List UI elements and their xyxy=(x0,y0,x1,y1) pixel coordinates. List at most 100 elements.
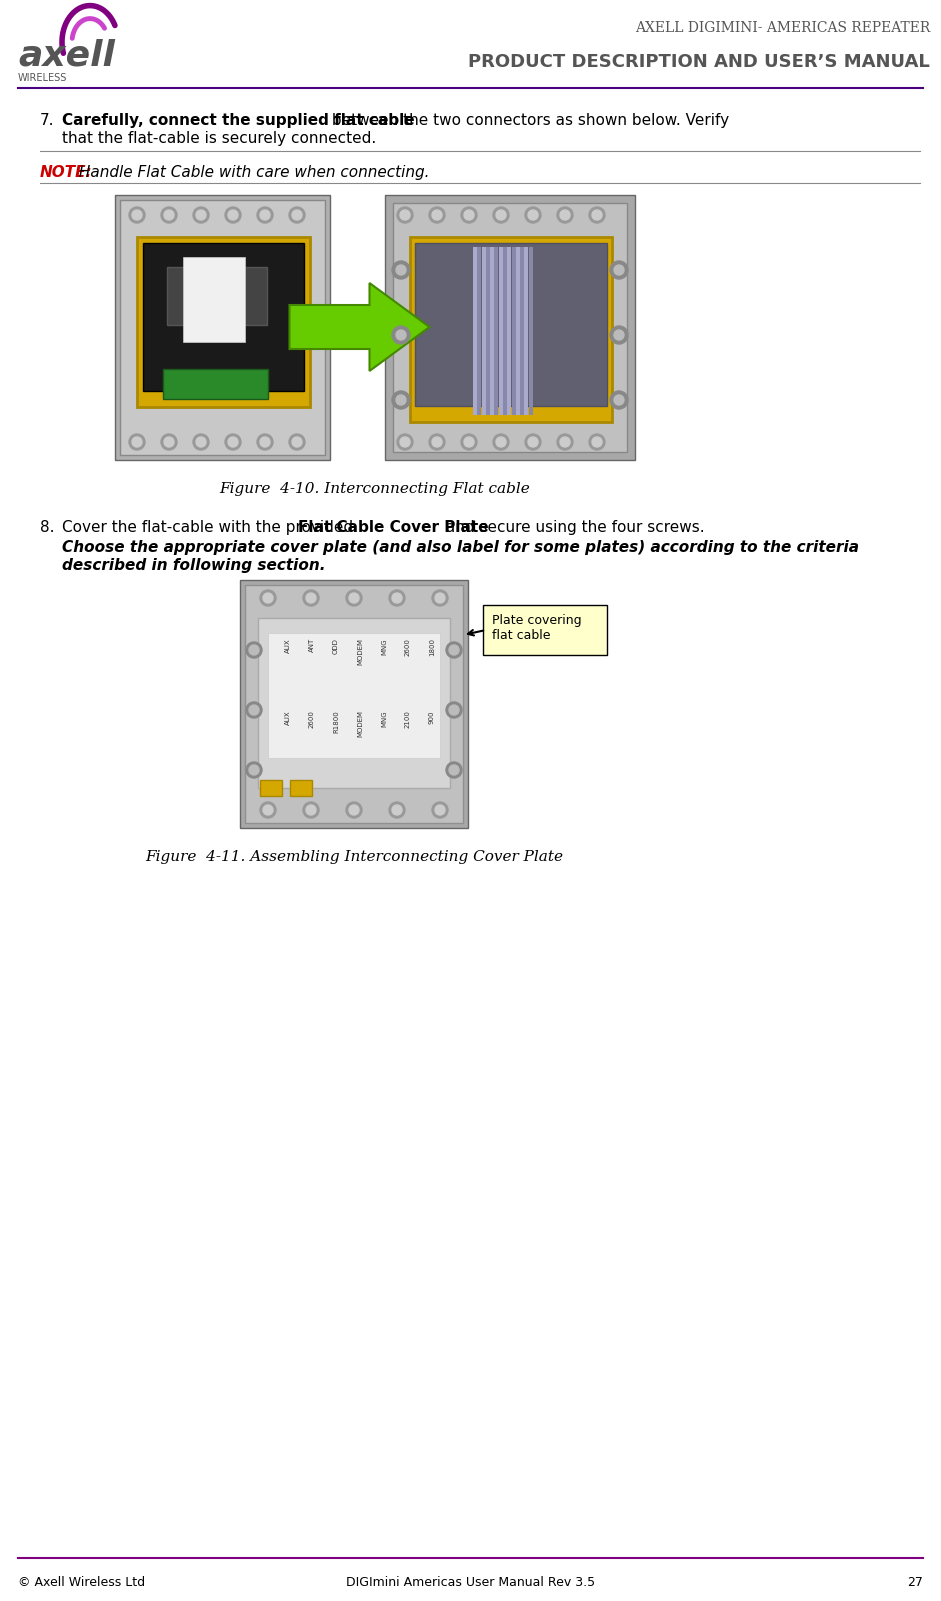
Text: Carefully, connect the supplied flat cable: Carefully, connect the supplied flat cab… xyxy=(62,114,415,128)
Text: between the two connectors as shown below. Verify: between the two connectors as shown belo… xyxy=(327,114,728,128)
Circle shape xyxy=(228,210,238,219)
FancyBboxPatch shape xyxy=(163,368,268,399)
FancyBboxPatch shape xyxy=(385,195,635,459)
FancyBboxPatch shape xyxy=(410,237,612,423)
FancyBboxPatch shape xyxy=(258,618,450,788)
Circle shape xyxy=(435,805,445,815)
Circle shape xyxy=(246,762,262,778)
Circle shape xyxy=(592,437,602,447)
Circle shape xyxy=(346,802,362,818)
FancyBboxPatch shape xyxy=(240,580,468,828)
Circle shape xyxy=(161,207,177,223)
Text: Plate covering
flat cable: Plate covering flat cable xyxy=(492,615,582,642)
Circle shape xyxy=(249,645,259,655)
FancyBboxPatch shape xyxy=(120,200,325,455)
Circle shape xyxy=(528,210,538,219)
FancyBboxPatch shape xyxy=(494,247,499,415)
Circle shape xyxy=(257,434,273,450)
FancyBboxPatch shape xyxy=(473,247,477,415)
Circle shape xyxy=(560,437,570,447)
Circle shape xyxy=(161,434,177,450)
Circle shape xyxy=(346,591,362,607)
Circle shape xyxy=(493,434,509,450)
Circle shape xyxy=(464,437,474,447)
Text: PRODUCT DESCRIPTION AND USER’S MANUAL: PRODUCT DESCRIPTION AND USER’S MANUAL xyxy=(469,53,930,70)
FancyBboxPatch shape xyxy=(507,247,511,415)
Circle shape xyxy=(392,805,402,815)
Text: 8.: 8. xyxy=(40,520,55,535)
Circle shape xyxy=(132,210,142,219)
Circle shape xyxy=(614,266,624,275)
FancyBboxPatch shape xyxy=(183,258,245,343)
Circle shape xyxy=(496,437,506,447)
Circle shape xyxy=(396,266,406,275)
Text: 1800: 1800 xyxy=(429,639,435,656)
FancyBboxPatch shape xyxy=(490,247,494,415)
Circle shape xyxy=(349,805,359,815)
FancyBboxPatch shape xyxy=(483,605,607,655)
Circle shape xyxy=(432,437,442,447)
Text: that the flat-cable is securely connected.: that the flat-cable is securely connecte… xyxy=(62,131,376,146)
Text: Handle Flat Cable with care when connecting.: Handle Flat Cable with care when connect… xyxy=(74,165,429,179)
Text: NOTE:: NOTE: xyxy=(40,165,92,179)
Circle shape xyxy=(228,437,238,447)
Circle shape xyxy=(432,802,448,818)
Circle shape xyxy=(429,207,445,223)
Circle shape xyxy=(429,434,445,450)
FancyBboxPatch shape xyxy=(477,247,481,415)
Circle shape xyxy=(389,591,405,607)
Circle shape xyxy=(249,704,259,716)
Circle shape xyxy=(225,434,241,450)
Circle shape xyxy=(446,762,462,778)
Circle shape xyxy=(525,207,541,223)
Circle shape xyxy=(260,210,270,219)
Circle shape xyxy=(392,261,410,279)
Circle shape xyxy=(349,592,359,604)
Circle shape xyxy=(292,210,302,219)
Text: axell: axell xyxy=(18,38,115,72)
Text: MNG: MNG xyxy=(381,709,387,727)
Text: ANT: ANT xyxy=(309,639,315,652)
Circle shape xyxy=(246,642,262,658)
Circle shape xyxy=(396,395,406,405)
Circle shape xyxy=(400,437,410,447)
Circle shape xyxy=(525,434,541,450)
Text: 2600: 2600 xyxy=(405,639,411,656)
FancyBboxPatch shape xyxy=(245,584,463,823)
Text: MODEM: MODEM xyxy=(357,709,363,736)
Circle shape xyxy=(557,434,573,450)
FancyBboxPatch shape xyxy=(393,203,627,451)
Circle shape xyxy=(260,591,276,607)
Text: © Axell Wireless Ltd: © Axell Wireless Ltd xyxy=(18,1575,145,1590)
Circle shape xyxy=(496,210,506,219)
Circle shape xyxy=(610,327,628,344)
Circle shape xyxy=(464,210,474,219)
Circle shape xyxy=(493,207,509,223)
FancyBboxPatch shape xyxy=(529,247,533,415)
FancyBboxPatch shape xyxy=(512,247,516,415)
Circle shape xyxy=(432,591,448,607)
Circle shape xyxy=(589,434,605,450)
Circle shape xyxy=(260,437,270,447)
Circle shape xyxy=(303,591,319,607)
Text: Figure  4-11. Assembling Interconnecting Cover Plate: Figure 4-11. Assembling Interconnecting … xyxy=(145,850,563,865)
Circle shape xyxy=(528,437,538,447)
Circle shape xyxy=(461,434,477,450)
Text: WIRELESS: WIRELESS xyxy=(18,74,68,83)
Circle shape xyxy=(164,437,174,447)
Text: ODD: ODD xyxy=(333,639,339,653)
Circle shape xyxy=(449,765,459,775)
Circle shape xyxy=(392,327,410,344)
Circle shape xyxy=(392,592,402,604)
Circle shape xyxy=(400,210,410,219)
Circle shape xyxy=(246,701,262,717)
Circle shape xyxy=(614,395,624,405)
Text: MODEM: MODEM xyxy=(357,639,363,664)
Text: Flat Cable Cover Plate: Flat Cable Cover Plate xyxy=(298,520,488,535)
Circle shape xyxy=(257,207,273,223)
FancyBboxPatch shape xyxy=(260,780,282,796)
Circle shape xyxy=(196,210,206,219)
Circle shape xyxy=(435,592,445,604)
Circle shape xyxy=(397,434,413,450)
Text: and secure using the four screws.: and secure using the four screws. xyxy=(441,520,705,535)
